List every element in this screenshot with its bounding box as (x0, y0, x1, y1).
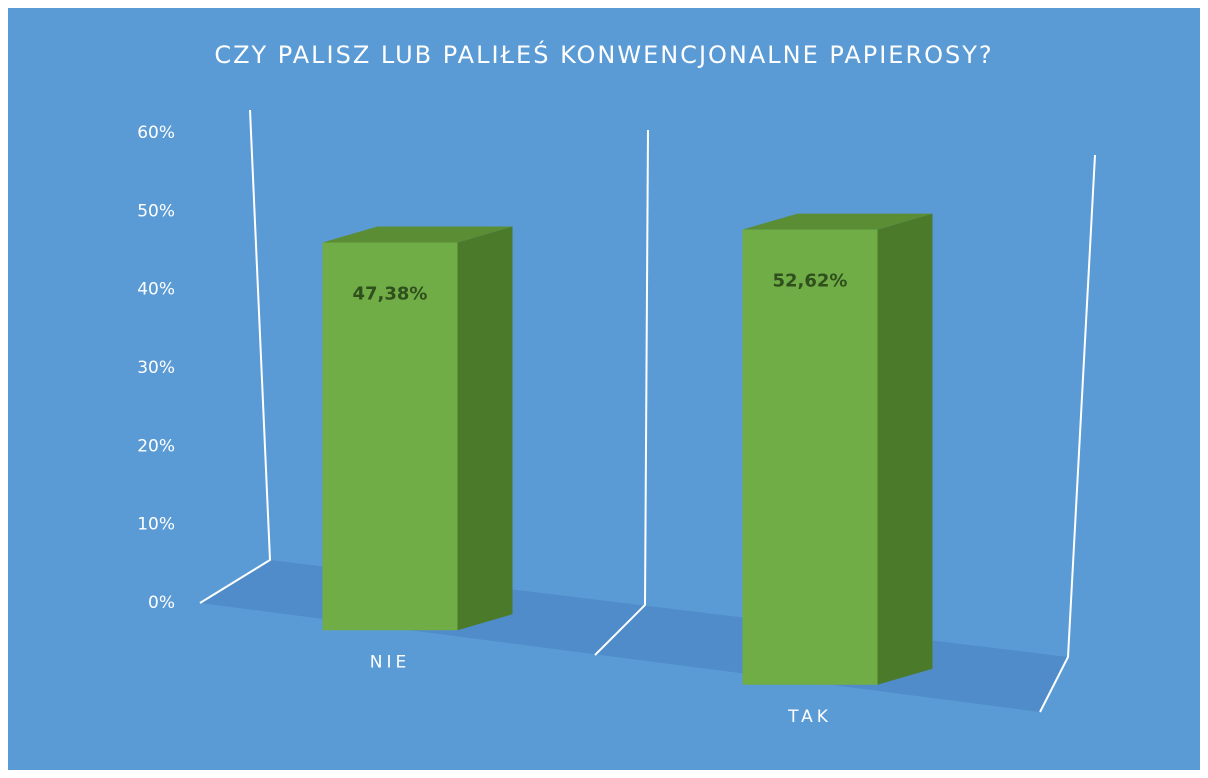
x-tick-label: TAK (787, 707, 832, 727)
y-tick-label: 50% (137, 201, 175, 221)
walls (199, 109, 1096, 713)
y-tick-label: 20% (137, 436, 175, 456)
wall-edge (1039, 154, 1096, 713)
data-label: 47,38% (353, 284, 428, 305)
wall-edge (199, 109, 272, 604)
wall-edge (594, 129, 649, 656)
bar (742, 229, 878, 685)
y-tick-label: 10% (137, 515, 175, 535)
y-tick-label: 30% (137, 358, 175, 378)
y-tick-label: 0% (148, 593, 175, 613)
data-label: 52,62% (773, 271, 848, 292)
bar-top (742, 213, 933, 230)
y-tick-label: 60% (137, 123, 175, 143)
bar-side (457, 226, 513, 631)
bar-side (877, 213, 933, 685)
y-tick-label: 40% (137, 280, 175, 300)
bar-top (322, 226, 513, 243)
bar (322, 242, 458, 631)
chart-title: CZY PALISZ LUB PALIŁEŚ KONWENCJONALNE PA… (214, 39, 993, 69)
x-tick-label: NIE (370, 652, 410, 672)
